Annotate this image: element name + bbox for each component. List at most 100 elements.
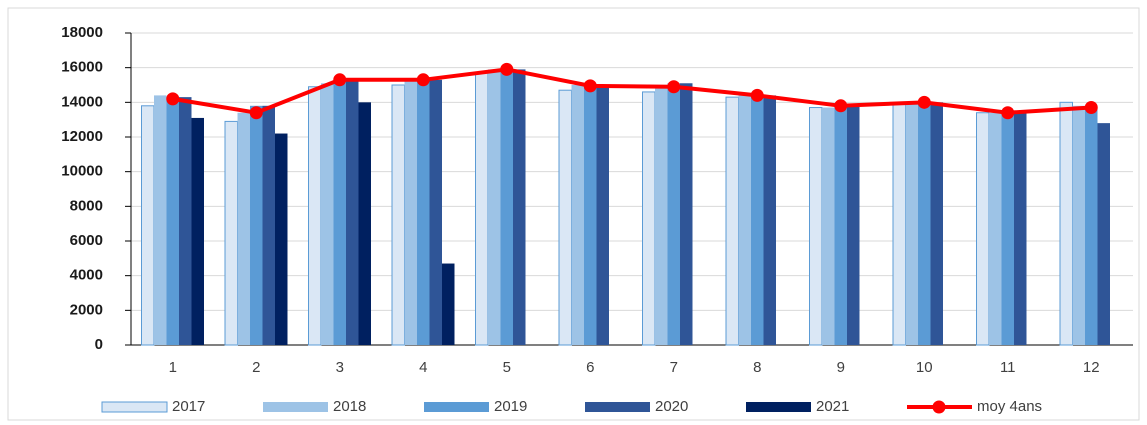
bar xyxy=(1097,123,1110,345)
bar xyxy=(763,95,776,346)
legend-swatch xyxy=(263,402,328,412)
bar xyxy=(596,86,609,345)
y-tick-label: 16000 xyxy=(61,59,103,76)
x-tick-label: 10 xyxy=(916,359,933,376)
bar xyxy=(834,105,847,345)
line-marker xyxy=(333,73,347,87)
bar xyxy=(166,97,179,345)
bar xyxy=(237,112,250,345)
y-tick-label: 14000 xyxy=(61,93,103,110)
bar xyxy=(1001,112,1014,345)
legend-swatch xyxy=(746,402,811,412)
bar xyxy=(822,107,835,346)
line-marker xyxy=(667,80,681,94)
x-tick-label: 8 xyxy=(753,359,761,376)
line xyxy=(172,67,1092,115)
bar xyxy=(404,81,417,346)
bar xyxy=(275,133,288,345)
bar xyxy=(475,72,489,346)
legend-label: 2021 xyxy=(816,398,849,415)
x-tick-label: 9 xyxy=(837,359,845,376)
bar xyxy=(584,85,597,345)
legend-swatch xyxy=(424,402,489,412)
bar xyxy=(179,97,192,345)
legend-swatch xyxy=(101,401,168,413)
y-tick-label: 0 xyxy=(95,336,103,353)
bar xyxy=(918,102,931,345)
line-marker xyxy=(917,95,931,109)
bar xyxy=(558,89,572,346)
bar xyxy=(442,263,455,345)
bar xyxy=(905,104,918,345)
line-marker xyxy=(583,79,597,93)
bar xyxy=(1014,112,1027,345)
bar xyxy=(642,91,656,346)
bar xyxy=(1085,105,1098,345)
x-tick-label: 2 xyxy=(252,359,260,376)
bar xyxy=(571,85,584,345)
bar xyxy=(725,96,739,346)
bar xyxy=(667,83,680,346)
bar xyxy=(358,102,371,345)
bar xyxy=(1072,105,1085,345)
y-tick-label: 8000 xyxy=(70,197,103,214)
x-tick-label: 3 xyxy=(336,359,344,376)
bar xyxy=(488,69,501,346)
bar xyxy=(847,105,860,345)
y-tick-label: 6000 xyxy=(70,232,103,249)
bar xyxy=(308,86,322,346)
bar xyxy=(346,78,359,346)
line-marker xyxy=(500,62,514,76)
bar xyxy=(141,105,155,346)
x-tick-label: 7 xyxy=(670,359,678,376)
bar xyxy=(930,102,943,345)
bar xyxy=(1059,101,1073,346)
y-tick-label: 4000 xyxy=(70,267,103,284)
bar xyxy=(655,86,668,345)
line-marker xyxy=(1001,106,1015,120)
bar xyxy=(500,67,513,346)
bar xyxy=(250,105,263,345)
bar xyxy=(321,83,334,346)
line-marker xyxy=(834,99,848,113)
legend-label: 2017 xyxy=(172,398,205,415)
x-tick-label: 12 xyxy=(1083,359,1100,376)
line-marker xyxy=(166,92,180,106)
bar xyxy=(680,83,693,346)
x-tick-label: 5 xyxy=(503,359,511,376)
bar xyxy=(191,117,204,345)
line-marker xyxy=(416,73,430,87)
y-tick-label: 10000 xyxy=(61,163,103,180)
bar xyxy=(809,107,823,346)
bar xyxy=(224,120,238,346)
legend-marker xyxy=(932,400,946,414)
line-marker xyxy=(750,88,764,102)
x-tick-label: 4 xyxy=(419,359,427,376)
bar xyxy=(989,112,1002,345)
bar xyxy=(751,95,764,346)
bar xyxy=(738,95,751,346)
line-marker xyxy=(249,106,263,120)
bar xyxy=(976,112,990,346)
legend-swatch xyxy=(585,402,650,412)
bar xyxy=(391,84,405,346)
line-marker xyxy=(1084,101,1098,115)
y-tick-label: 2000 xyxy=(70,301,103,318)
y-tick-label: 12000 xyxy=(61,128,103,145)
legend-label: 2019 xyxy=(494,398,527,415)
legend-label: 2020 xyxy=(655,398,688,415)
legend-label: 2018 xyxy=(333,398,366,415)
y-tick-label: 18000 xyxy=(61,24,103,41)
bar xyxy=(513,69,526,346)
legend-label: moy 4ans xyxy=(977,398,1042,415)
x-tick-label: 6 xyxy=(586,359,594,376)
bar xyxy=(429,79,442,346)
x-tick-label: 11 xyxy=(1000,359,1016,376)
bar xyxy=(417,79,430,346)
bar xyxy=(892,103,906,346)
bar xyxy=(262,105,275,345)
bar xyxy=(154,95,167,346)
x-tick-label: 1 xyxy=(169,359,177,376)
bar xyxy=(333,78,346,346)
